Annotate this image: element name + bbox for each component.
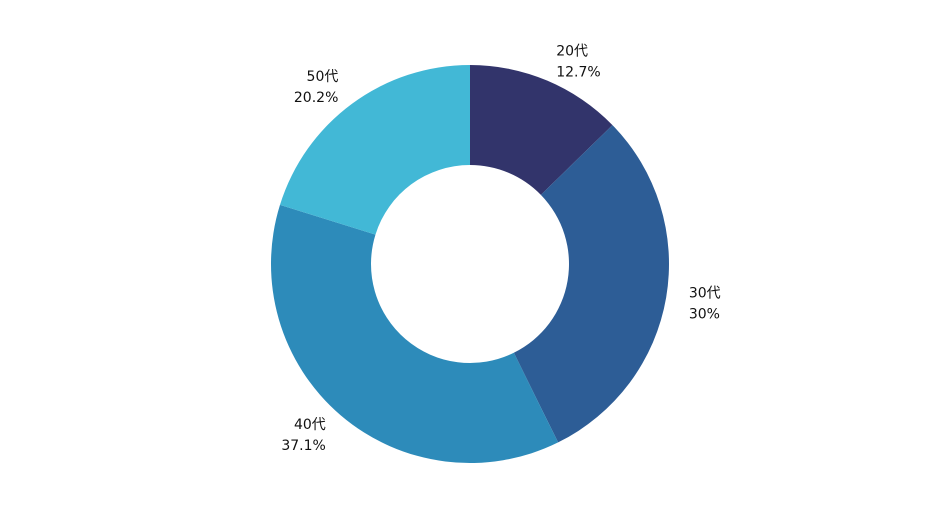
slice-percent-label: 37.1% — [281, 438, 325, 454]
slice-category-label: 50代 — [307, 69, 339, 85]
slice-category-label: 30代 — [689, 285, 721, 301]
donut-slice-2 — [513, 125, 669, 443]
slice-label-group-3: 40代 37.1% — [281, 417, 325, 454]
slice-percent-label: 20.2% — [294, 90, 338, 106]
donut-slice-3 — [270, 204, 559, 463]
slice-label-group-1: 20代 12.7% — [556, 43, 600, 80]
slice-category-label: 20代 — [556, 43, 588, 59]
slice-percent-label: 12.7% — [556, 64, 600, 80]
slice-label-group-4: 50代 20.2% — [294, 69, 338, 106]
donut-slice-4 — [279, 65, 470, 235]
slice-percent-label: 30% — [689, 306, 720, 322]
donut-slice-1 — [470, 65, 613, 195]
slice-category-label: 40代 — [294, 417, 326, 433]
